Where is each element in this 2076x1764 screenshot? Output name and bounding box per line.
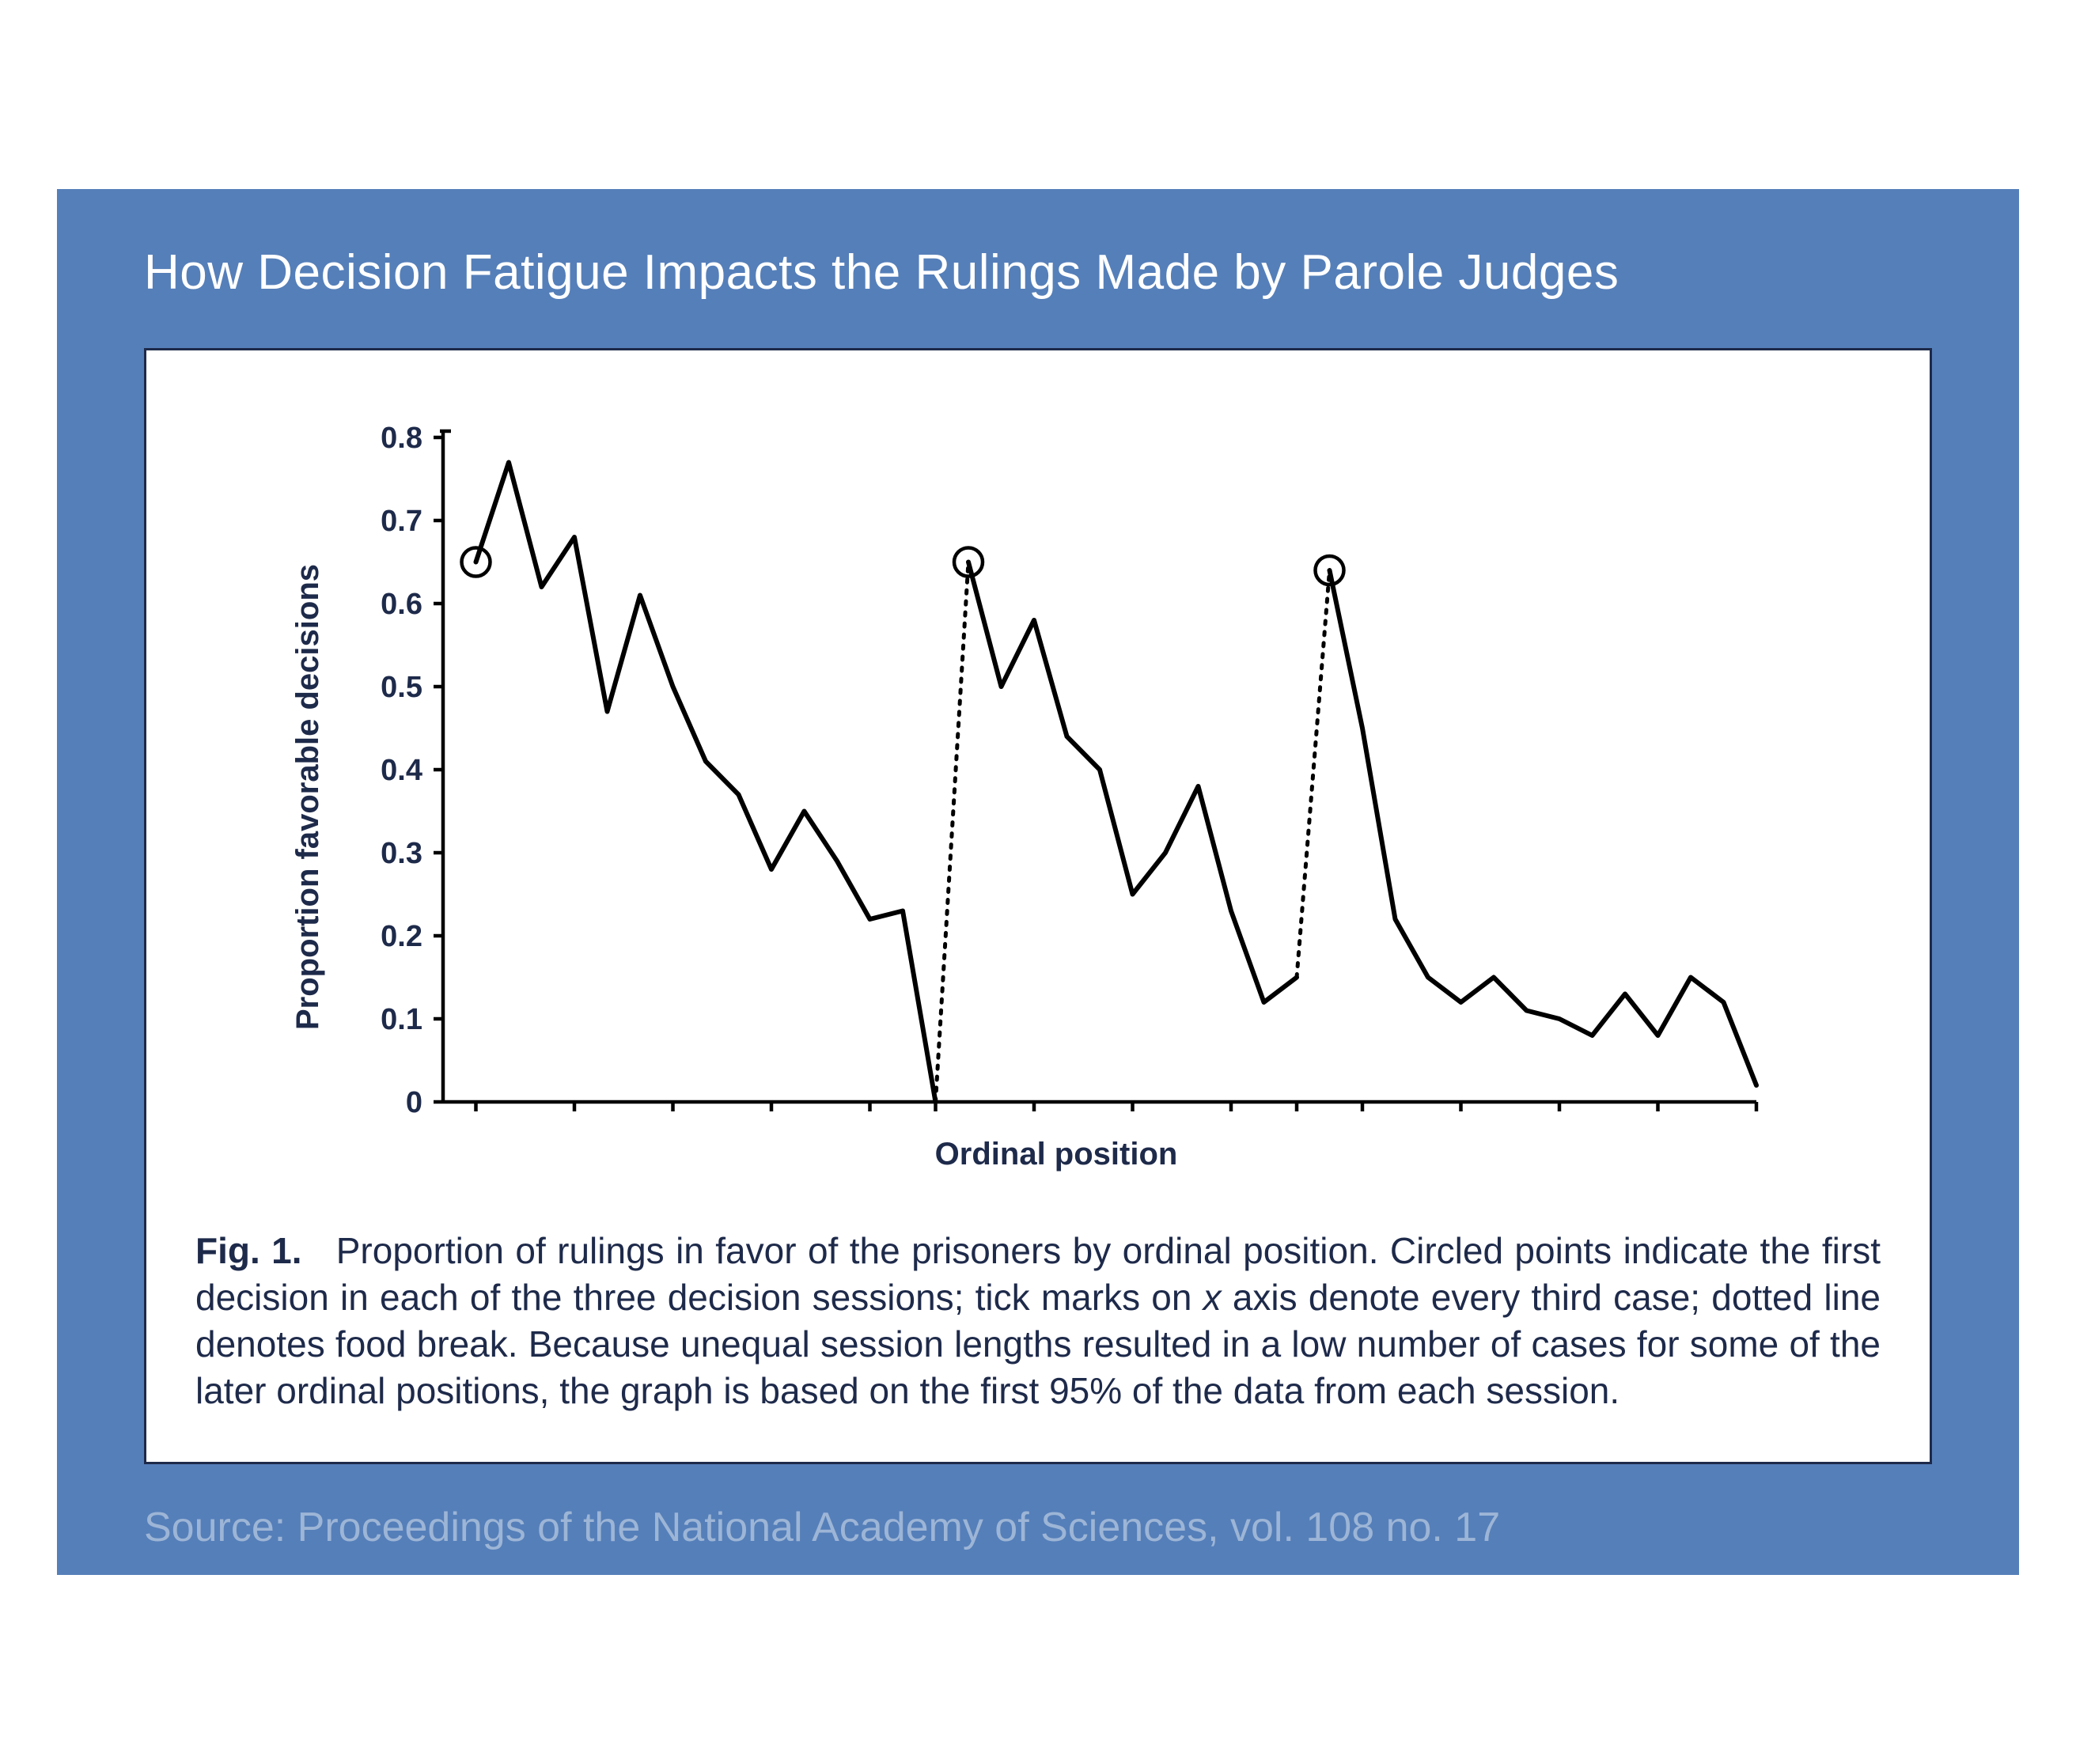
plot-column: 0 0.1 0.2 0.3 0.4 0.5 0.6 0.7 0.8 Ordinal positi… xyxy=(340,422,1772,1172)
caption-x-italic: x xyxy=(1203,1277,1222,1318)
svg-text:0.5: 0.5 xyxy=(381,671,422,704)
source-citation: Source: Proceedings of the National Acad… xyxy=(144,1504,1932,1551)
svg-text:0.7: 0.7 xyxy=(381,505,422,538)
svg-text:0.8: 0.8 xyxy=(381,422,422,455)
y-axis-label-wrap: Proportion favorable decisions xyxy=(280,779,335,815)
svg-text:0.4: 0.4 xyxy=(381,754,422,787)
infographic-card: How Decision Fatigue Impacts the Rulings… xyxy=(57,189,2019,1575)
figure-label: Fig. 1. xyxy=(195,1230,302,1271)
svg-text:0.6: 0.6 xyxy=(381,588,422,621)
figure-caption: Fig. 1. Proportion of rulings in favor o… xyxy=(186,1228,1890,1414)
figure-panel: Proportion favorable decisions 0 0.1 0.2 0.… xyxy=(144,348,1932,1464)
svg-text:0.3: 0.3 xyxy=(381,837,422,870)
line-chart: 0 0.1 0.2 0.3 0.4 0.5 0.6 0.7 0.8 xyxy=(340,422,1772,1126)
svg-text:0.1: 0.1 xyxy=(381,1003,422,1036)
infographic-title: How Decision Fatigue Impacts the Rulings… xyxy=(144,244,1932,301)
svg-text:0: 0 xyxy=(406,1086,422,1119)
svg-text:0.2: 0.2 xyxy=(381,920,422,953)
chart-area: Proportion favorable decisions 0 0.1 0.2 0.… xyxy=(186,422,1890,1172)
x-axis-label: Ordinal position xyxy=(935,1137,1178,1172)
y-axis-label: Proportion favorable decisions xyxy=(290,564,326,1030)
